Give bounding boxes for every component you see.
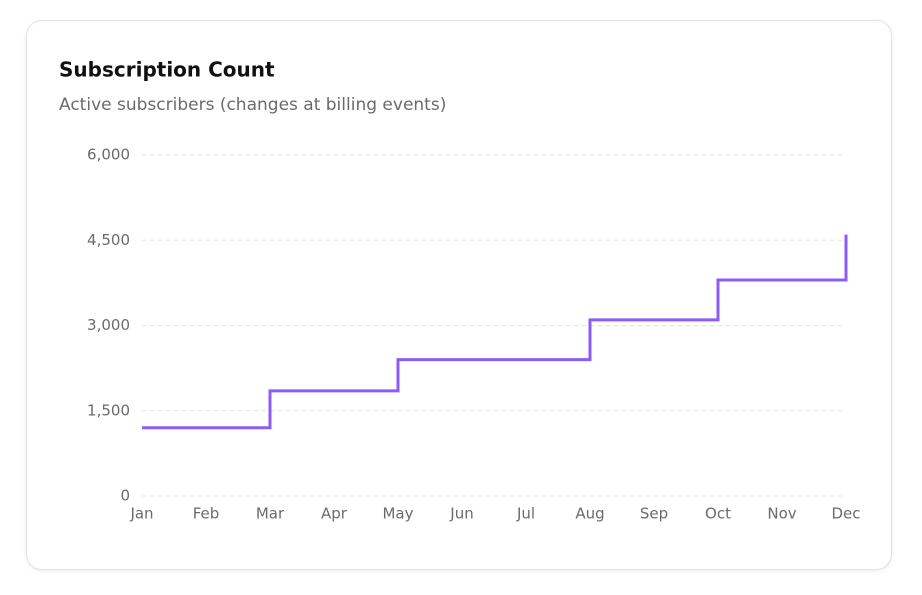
x-tick-label: Jul bbox=[516, 505, 535, 523]
y-tick-label: 4,500 bbox=[87, 231, 130, 249]
x-tick-label: Apr bbox=[321, 505, 348, 523]
x-tick-label: Nov bbox=[767, 505, 796, 523]
chart-title: Subscription Count bbox=[59, 58, 275, 82]
y-tick-label: 3,000 bbox=[87, 316, 130, 334]
y-tick-label: 6,000 bbox=[87, 146, 130, 164]
x-tick-label: Oct bbox=[705, 505, 731, 523]
x-tick-label: Jan bbox=[129, 505, 153, 523]
x-tick-label: Sep bbox=[640, 505, 668, 523]
x-tick-label: Feb bbox=[193, 505, 220, 523]
card bbox=[26, 20, 892, 570]
y-tick-label: 0 bbox=[120, 487, 130, 505]
y-tick-label: 1,500 bbox=[87, 401, 130, 419]
x-tick-label: Mar bbox=[256, 505, 285, 523]
x-tick-label: Dec bbox=[831, 505, 860, 523]
chart-subtitle: Active subscribers (changes at billing e… bbox=[59, 95, 446, 115]
line bbox=[142, 234, 848, 430]
x-tick-label: Aug bbox=[575, 505, 604, 523]
x-tick-label: Jun bbox=[449, 505, 473, 523]
x-tick-label: May bbox=[382, 505, 413, 523]
